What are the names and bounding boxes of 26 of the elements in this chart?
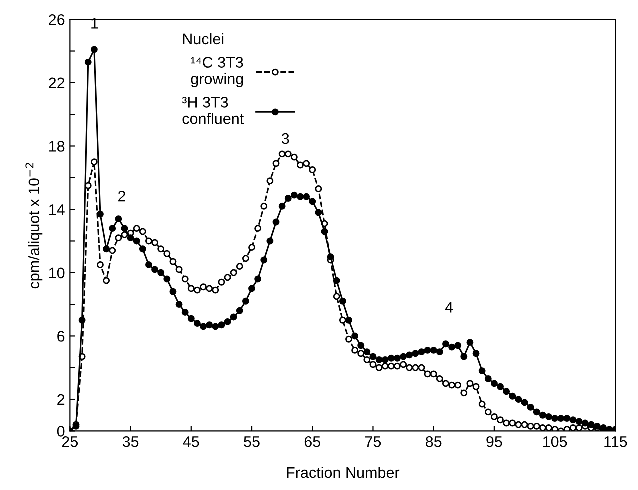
x-tick-label: 55 [244, 436, 260, 448]
x-tick-label: 105 [543, 436, 568, 448]
x-tick-label: 25 [62, 436, 78, 448]
annotation: 2 [118, 190, 126, 202]
x-tick-label: 35 [122, 436, 139, 448]
y-tick-label: 18 [49, 141, 65, 152]
annotation: 3 [282, 133, 290, 144]
y-tick-label: 26 [49, 14, 65, 26]
y-tick-label: 6 [58, 331, 65, 342]
y-tick-label: 22 [49, 78, 65, 88]
x-axis-title: Fraction Number [287, 466, 400, 478]
x-tick-label: 85 [426, 436, 442, 448]
x-tick-label: 115 [604, 436, 628, 448]
y-tick-label: 10 [49, 268, 65, 279]
y-tick-label: 14 [49, 204, 65, 216]
legend-label: ¹⁴C 3T3 growing [191, 57, 244, 88]
x-tick-label: 95 [486, 436, 502, 448]
x-tick-label: 75 [366, 436, 382, 448]
y-tick-label: 2 [58, 394, 65, 406]
x-tick-label: 65 [304, 436, 320, 448]
legend-label: ³H 3T3 confluent [182, 97, 244, 124]
y-tick-label: 0 [57, 426, 65, 437]
annotation: 4 [445, 302, 454, 313]
legend-title: Nuclei [183, 33, 224, 45]
x-tick-label: 45 [183, 436, 200, 448]
y-axis-title: cpm/aliquot x 10$^{−2}$ [26, 163, 43, 289]
